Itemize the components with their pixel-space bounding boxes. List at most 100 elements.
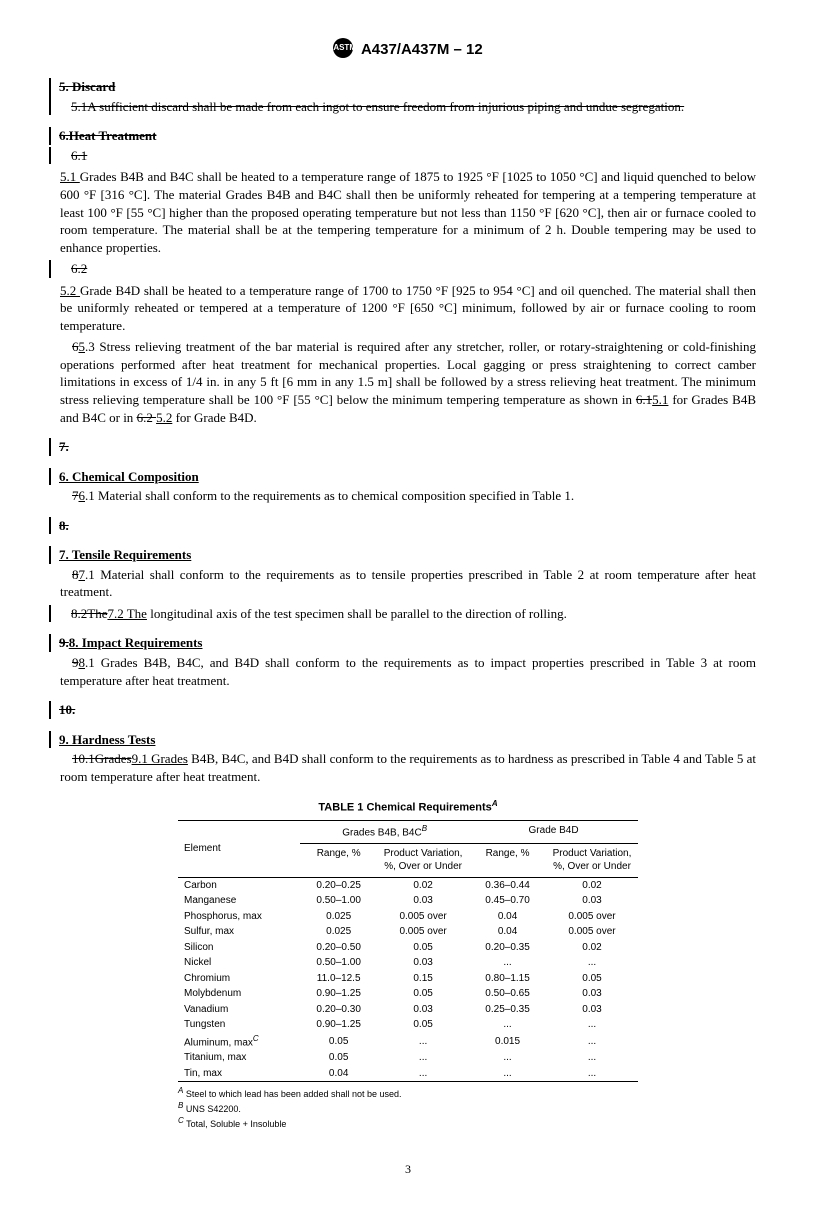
table-cell: ... <box>377 1050 469 1066</box>
designation: A437/A437M – 12 <box>361 41 483 58</box>
table-cell: 0.03 <box>377 955 469 971</box>
table-cell: ... <box>469 1050 546 1066</box>
sec5-body: 5.1A sufficient discard shall be made fr… <box>71 99 684 114</box>
ref62-old: 6.2 <box>137 410 157 425</box>
table-cell: 0.04 <box>469 924 546 940</box>
tensile-head-text: 7. Tensile Requirements <box>59 547 191 562</box>
p52-body: Grade B4D shall be heated to a temperatu… <box>60 283 756 333</box>
table-cell: 0.03 <box>546 893 638 909</box>
heat-p53: 65.3 Stress relieving treatment of the b… <box>60 338 756 426</box>
table-row-element: Molybdenum <box>178 986 300 1002</box>
heat-head-old: 6.Heat Treatment <box>59 128 156 143</box>
table-row-element: Chromium <box>178 971 300 987</box>
table-row-element: Vanadium <box>178 1002 300 1018</box>
ref61-old: 6.1 <box>636 392 652 407</box>
page-number: 3 <box>60 1161 756 1177</box>
table-cell: 0.90–1.25 <box>300 1017 377 1033</box>
table-cell: ... <box>546 1066 638 1082</box>
t-n2-new: 7.2 The <box>107 606 146 621</box>
sec10-old: 10. <box>49 701 756 719</box>
sec8-text: 8. <box>59 518 69 533</box>
heat-treatment-head: 6.Heat Treatment <box>49 127 756 145</box>
sub-range-1: Range, % <box>300 843 377 877</box>
table-row-element: Aluminum, maxC <box>178 1033 300 1051</box>
table-cell: ... <box>546 1017 638 1033</box>
chem-head: 6. Chemical Composition <box>49 468 756 486</box>
heat-6-1: 6.1 <box>49 147 756 165</box>
table-cell: ... <box>546 1050 638 1066</box>
table-cell: 0.02 <box>377 877 469 893</box>
table-row-element: Titanium, max <box>178 1050 300 1066</box>
heat-p51: 5.1 Grades B4B and B4C shall be heated t… <box>60 168 756 256</box>
table-cell: 0.05 <box>546 971 638 987</box>
col-element: Element <box>178 820 300 877</box>
sub-range-2: Range, % <box>469 843 546 877</box>
table-cell: 0.45–0.70 <box>469 893 546 909</box>
table-cell: 0.05 <box>377 986 469 1002</box>
sub-var-2: Product Variation, %, Over or Under <box>546 843 638 877</box>
page-header: ASTM A437/A437M – 12 <box>60 40 756 60</box>
t-n2-old: 8.2The <box>71 606 107 621</box>
col-grade-b4d: Grade B4D <box>469 820 638 843</box>
section-5-discard: 5. Discard 5.1A sufficient discard shall… <box>49 78 756 115</box>
table-1-footnotes: A Steel to which lead has been added sha… <box>178 1086 638 1130</box>
heat-p52: 5.2 Grade B4D shall be heated to a tempe… <box>60 282 756 335</box>
t-p2-tail: longitudinal axis of the test specimen s… <box>147 606 567 621</box>
table-row-element: Sulfur, max <box>178 924 300 940</box>
table-cell: 0.03 <box>377 1002 469 1018</box>
table-cell: 0.02 <box>546 877 638 893</box>
table-cell: 0.025 <box>300 909 377 925</box>
table-cell: 11.0–12.5 <box>300 971 377 987</box>
table-cell: 0.03 <box>377 893 469 909</box>
table-cell: 0.025 <box>300 924 377 940</box>
n51: 5.1 <box>60 169 80 184</box>
table-cell: ... <box>546 955 638 971</box>
table-row-element: Silicon <box>178 940 300 956</box>
tensile-p2: 8.2The7.2 The longitudinal axis of the t… <box>59 605 756 623</box>
t-p1-tail: .1 Material shall conform to the require… <box>60 567 756 600</box>
table-cell: 0.005 over <box>546 909 638 925</box>
table-cell: 0.015 <box>469 1033 546 1051</box>
n61: 6.1 <box>71 148 87 163</box>
table-cell: 0.005 over <box>377 924 469 940</box>
tensile-p2-bar: 8.2The7.2 The longitudinal axis of the t… <box>49 605 756 623</box>
chem-p: 76.1 Material shall conform to the requi… <box>60 487 756 505</box>
table-cell: 0.02 <box>546 940 638 956</box>
table-cell: 0.04 <box>469 909 546 925</box>
table-cell: 0.005 over <box>377 909 469 925</box>
table-cell: 0.20–0.25 <box>300 877 377 893</box>
tensile-head: 7. Tensile Requirements <box>49 546 756 564</box>
h-n-new: 9.1 Grades <box>132 751 188 766</box>
table-cell: ... <box>469 1017 546 1033</box>
table-cell: ... <box>469 1066 546 1082</box>
table-cell: 0.005 over <box>546 924 638 940</box>
hardness-p: 10.1Grades9.1 Grades B4B, B4C, and B4D s… <box>60 750 756 785</box>
hardness-head-text: 9. Hardness Tests <box>59 732 155 747</box>
col-grades-b4b-b4c: Grades B4B, B4CB <box>300 820 469 843</box>
hardness-head: 9. Hardness Tests <box>49 731 756 749</box>
table-cell: 0.50–1.00 <box>300 955 377 971</box>
table-cell: 0.20–0.50 <box>300 940 377 956</box>
table-row-element: Manganese <box>178 893 300 909</box>
ref51-new: 5.1 <box>652 392 668 407</box>
sec5-head: 5. Discard <box>59 79 115 94</box>
table-cell: 0.90–1.25 <box>300 986 377 1002</box>
heat-6-2: 6.2 <box>49 260 756 278</box>
sec10-text: 10. <box>59 702 75 717</box>
table-row-element: Tin, max <box>178 1066 300 1082</box>
p53-c: for Grade B4D. <box>172 410 256 425</box>
p51-body: Grades B4B and B4C shall be heated to a … <box>60 169 756 254</box>
table-row-element: Phosphorus, max <box>178 909 300 925</box>
table-cell: 0.36–0.44 <box>469 877 546 893</box>
table-cell: ... <box>377 1033 469 1051</box>
table-cell: 0.50–1.00 <box>300 893 377 909</box>
table-cell: 0.05 <box>377 940 469 956</box>
table-cell: 0.20–0.35 <box>469 940 546 956</box>
table-cell: 0.20–0.30 <box>300 1002 377 1018</box>
table-cell: ... <box>546 1033 638 1051</box>
table-cell: 0.50–0.65 <box>469 986 546 1002</box>
table-cell: 0.05 <box>377 1017 469 1033</box>
astm-logo: ASTM <box>333 38 353 58</box>
table-cell: 0.05 <box>300 1033 377 1051</box>
table-row-element: Nickel <box>178 955 300 971</box>
